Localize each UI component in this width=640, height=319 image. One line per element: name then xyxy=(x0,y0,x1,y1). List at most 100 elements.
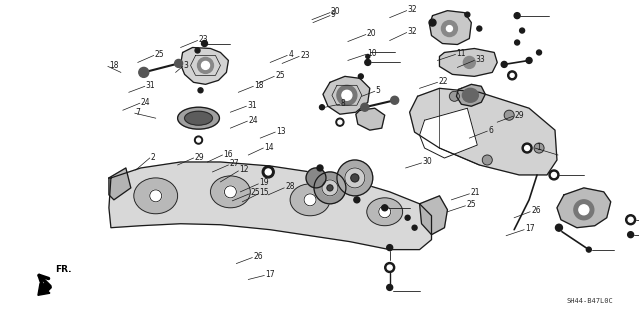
Ellipse shape xyxy=(178,107,220,129)
Circle shape xyxy=(626,215,636,225)
Circle shape xyxy=(520,28,525,33)
Ellipse shape xyxy=(367,198,403,226)
Circle shape xyxy=(337,160,372,196)
Circle shape xyxy=(405,215,410,220)
Circle shape xyxy=(556,224,563,231)
Text: 20: 20 xyxy=(331,7,340,16)
Polygon shape xyxy=(356,108,385,130)
Polygon shape xyxy=(109,168,131,200)
Circle shape xyxy=(501,62,507,67)
Circle shape xyxy=(412,225,417,230)
Circle shape xyxy=(317,165,323,171)
Text: 27: 27 xyxy=(229,160,239,168)
Text: 24: 24 xyxy=(141,98,150,107)
Text: FR.: FR. xyxy=(55,264,72,273)
Circle shape xyxy=(508,71,516,80)
Circle shape xyxy=(175,59,182,67)
Circle shape xyxy=(536,50,541,55)
Text: 25: 25 xyxy=(250,188,260,197)
Polygon shape xyxy=(429,11,471,45)
Text: 26: 26 xyxy=(253,252,263,261)
Ellipse shape xyxy=(184,111,212,125)
Text: 22: 22 xyxy=(438,77,448,86)
Text: 25: 25 xyxy=(467,200,476,209)
Circle shape xyxy=(365,59,371,65)
Text: 3: 3 xyxy=(184,61,188,70)
Circle shape xyxy=(195,136,202,144)
Text: 19: 19 xyxy=(259,178,269,187)
Circle shape xyxy=(225,186,236,198)
Text: SH44-B47L0C: SH44-B47L0C xyxy=(567,298,614,304)
Circle shape xyxy=(483,155,492,165)
Polygon shape xyxy=(420,196,447,235)
Circle shape xyxy=(196,138,200,142)
Circle shape xyxy=(327,185,333,191)
Circle shape xyxy=(514,13,520,19)
Circle shape xyxy=(429,19,436,26)
Text: 1: 1 xyxy=(536,143,541,152)
Text: 32: 32 xyxy=(408,27,417,36)
Circle shape xyxy=(449,91,460,101)
Circle shape xyxy=(358,74,364,79)
Text: 14: 14 xyxy=(264,143,274,152)
Text: 6: 6 xyxy=(488,126,493,135)
Circle shape xyxy=(390,96,399,104)
Circle shape xyxy=(463,56,476,68)
Text: 9: 9 xyxy=(331,10,336,19)
Circle shape xyxy=(504,110,514,120)
Circle shape xyxy=(525,145,529,151)
Polygon shape xyxy=(420,108,477,158)
Ellipse shape xyxy=(211,176,250,208)
Circle shape xyxy=(522,143,532,153)
Circle shape xyxy=(322,180,338,196)
Text: 29: 29 xyxy=(514,111,524,120)
Circle shape xyxy=(385,263,395,272)
Text: 20: 20 xyxy=(367,29,376,38)
Polygon shape xyxy=(410,88,557,175)
Circle shape xyxy=(198,57,214,73)
Text: 13: 13 xyxy=(276,127,286,136)
Text: 21: 21 xyxy=(470,188,480,197)
Circle shape xyxy=(442,21,458,37)
Ellipse shape xyxy=(462,88,478,102)
Circle shape xyxy=(534,143,544,153)
Circle shape xyxy=(447,26,452,32)
Circle shape xyxy=(345,168,365,188)
Text: 8: 8 xyxy=(341,99,346,108)
Text: 18: 18 xyxy=(109,61,118,70)
Circle shape xyxy=(552,173,556,177)
Text: 12: 12 xyxy=(239,166,249,174)
Circle shape xyxy=(361,103,369,111)
Text: 28: 28 xyxy=(285,182,294,191)
Text: 2: 2 xyxy=(151,152,156,161)
Circle shape xyxy=(351,174,359,182)
Text: 10: 10 xyxy=(367,49,376,58)
Circle shape xyxy=(387,265,392,270)
Circle shape xyxy=(549,170,559,180)
Text: 18: 18 xyxy=(254,81,264,90)
Polygon shape xyxy=(456,84,485,106)
Circle shape xyxy=(265,169,271,175)
Circle shape xyxy=(526,57,532,63)
Text: 7: 7 xyxy=(136,108,141,117)
Circle shape xyxy=(515,40,520,45)
Text: 32: 32 xyxy=(408,5,417,14)
Circle shape xyxy=(304,194,316,206)
Circle shape xyxy=(387,285,393,290)
Circle shape xyxy=(477,26,482,31)
Text: 30: 30 xyxy=(422,158,432,167)
Text: 4: 4 xyxy=(288,50,293,59)
Polygon shape xyxy=(323,76,370,114)
Circle shape xyxy=(628,232,634,238)
Text: 33: 33 xyxy=(476,55,485,64)
Text: 17: 17 xyxy=(265,270,275,279)
Circle shape xyxy=(139,67,148,78)
Circle shape xyxy=(354,197,360,203)
Circle shape xyxy=(342,90,352,100)
Polygon shape xyxy=(557,188,611,228)
Text: 25: 25 xyxy=(155,50,164,59)
Circle shape xyxy=(465,12,470,17)
Circle shape xyxy=(202,41,207,47)
Text: 31: 31 xyxy=(146,81,156,90)
Circle shape xyxy=(366,55,370,58)
